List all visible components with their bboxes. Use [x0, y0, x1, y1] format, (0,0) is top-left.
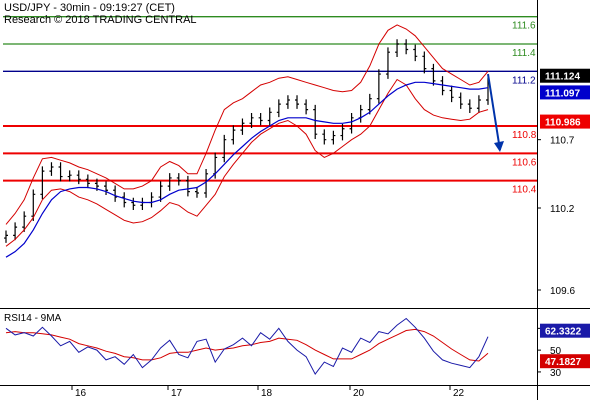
price-bar — [158, 181, 163, 202]
forecast-arrow-shaft — [487, 73, 501, 151]
level-label-110.4: 110.4 — [512, 185, 537, 196]
price-bar — [258, 113, 263, 126]
rsi-line — [5, 317, 489, 376]
level-label-110.8: 110.8 — [512, 130, 537, 141]
rsi-panel-label: RSI14 - 9MA — [4, 313, 62, 324]
price-bar — [331, 130, 336, 145]
y-tick-label: 110.7 — [550, 136, 575, 147]
price-bar — [231, 125, 236, 145]
price-bar — [240, 118, 245, 135]
price-bar — [185, 175, 190, 197]
price-tag-label: 111.124 — [545, 72, 580, 83]
price-bar — [222, 134, 227, 163]
price-bar — [204, 169, 209, 198]
price-bar — [285, 95, 290, 109]
price-bar — [431, 63, 436, 86]
price-bar — [358, 104, 363, 123]
price-bar — [476, 95, 481, 114]
price-bar — [413, 44, 418, 62]
price-bar — [322, 129, 327, 145]
price-bar — [340, 123, 345, 141]
x-tick-label: 16 — [75, 388, 87, 399]
price-bar — [104, 181, 109, 196]
price-bar — [276, 99, 281, 118]
price-bar — [440, 76, 445, 96]
bollinger-lower-line — [5, 78, 489, 247]
bollinger-upper-line — [5, 24, 489, 225]
price-bar — [395, 39, 400, 57]
price-bar — [176, 173, 181, 186]
rsi-tag-label: 62.3322 — [545, 327, 582, 338]
price-bar — [367, 93, 372, 115]
rsi-tag — [540, 354, 590, 369]
price-bar — [267, 107, 272, 126]
price-bar — [49, 162, 54, 176]
price-bar — [4, 230, 8, 243]
rsi-tag — [540, 323, 590, 338]
x-tick-label: 18 — [261, 388, 273, 399]
moving-average-line — [5, 81, 489, 258]
price-bar — [349, 113, 354, 134]
y-tick-label: 109.6 — [550, 286, 575, 297]
price-bar — [304, 99, 309, 115]
price-bar — [249, 113, 254, 129]
chart-credit: Research © 2018 TRADING CENTRAL — [4, 14, 197, 26]
price-bar — [194, 186, 199, 198]
price-bar — [404, 39, 409, 55]
level-label-110.6: 110.6 — [512, 157, 537, 168]
price-bar — [131, 197, 136, 211]
price-tag — [540, 85, 590, 100]
price-tag — [540, 114, 590, 129]
price-bar — [58, 162, 63, 182]
level-label-111.4: 111.4 — [512, 48, 536, 59]
price-bar — [467, 99, 472, 114]
x-tick-label: 17 — [171, 388, 183, 399]
forecast-arrow-head — [494, 141, 504, 153]
chart-title: USD/JPY - 30min - 09:19:27 (CET) — [4, 2, 175, 14]
price-bar — [13, 222, 18, 241]
rsi-tick-label: 50 — [550, 346, 562, 357]
level-label-111.6: 111.6 — [512, 21, 536, 32]
price-bar — [295, 95, 300, 109]
price-tag — [540, 68, 590, 83]
price-bar — [140, 197, 145, 211]
price-bar — [422, 51, 427, 74]
x-tick-label: 20 — [353, 388, 365, 399]
price-bar — [67, 170, 72, 182]
price-bar — [76, 170, 81, 185]
price-bar — [167, 173, 172, 191]
price-bar — [385, 47, 390, 79]
y-tick-label: 110.2 — [550, 204, 575, 215]
rsi-signal-line — [5, 328, 489, 362]
price-tag-label: 110.986 — [545, 118, 581, 129]
rsi-tag-label: 47.1827 — [545, 357, 582, 368]
price-bar — [313, 104, 318, 139]
price-bar — [458, 92, 463, 109]
price-bar — [122, 192, 127, 208]
price-tag-label: 111.097 — [545, 88, 580, 99]
price-bar — [31, 189, 36, 221]
price-bar — [449, 85, 454, 103]
rsi-tick-label: 30 — [550, 368, 562, 379]
price-bar — [149, 192, 154, 208]
price-bar — [376, 69, 381, 104]
price-bar — [85, 174, 90, 189]
level-label-111.2: 111.2 — [512, 75, 536, 86]
x-tick-label: 22 — [453, 388, 465, 399]
price-bar — [113, 185, 118, 202]
price-bar — [40, 166, 45, 200]
price-bar — [22, 211, 27, 232]
